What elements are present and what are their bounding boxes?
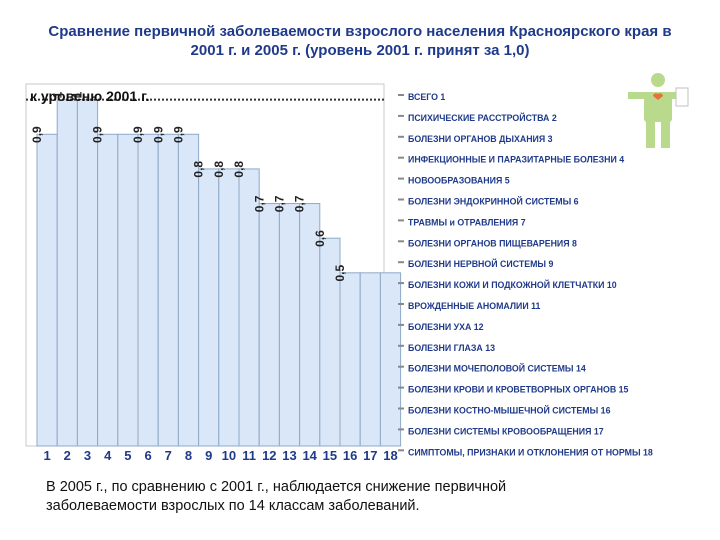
category-label-1: 1: [43, 448, 50, 463]
legend-entry-17: БОЛЕЗНИ СИСТЕМЫ КРОВООБРАЩЕНИЯ 17: [408, 426, 604, 436]
category-label-8: 8: [185, 448, 192, 463]
legend-entry-3: БОЛЕЗНИ ОРГАНОВ ДЫХАНИЯ 3: [408, 134, 553, 144]
legend-swatch-15: [398, 386, 404, 389]
value-label-6: 0,9: [131, 126, 145, 143]
bar-1: [36, 133, 58, 447]
legend-swatch-7: [398, 219, 404, 222]
caption: В 2005 г., по сравнению с 2001 г., наблю…: [46, 478, 646, 516]
legend-swatch-13: [398, 344, 404, 347]
bar-7: [157, 133, 179, 447]
value-label-10: 0,8: [212, 161, 226, 178]
value-label-1: 0,9: [30, 126, 44, 143]
legend-swatch-9: [398, 261, 404, 264]
category-label-12: 12: [262, 448, 276, 463]
legend-swatch-11: [398, 303, 404, 305]
category-label-16: 16: [343, 448, 357, 463]
category-label-2: 2: [64, 448, 71, 463]
legend-entry-10: БОЛЕЗНИ КОЖИ И ПОДКОЖНОЙ КЛЕТЧАТКИ 10: [408, 279, 617, 290]
legend-entry-7: ТРАВМЫ и ОТРАВЛЕНИЯ 7: [408, 217, 526, 227]
legend-swatch-14: [398, 365, 404, 368]
value-label-4: 0,9: [91, 126, 105, 143]
reference-label: к уровеню 2001 г.: [30, 88, 149, 104]
bar-6: [137, 133, 159, 447]
legend-swatch-10: [398, 282, 404, 285]
legend-entry-1: ВСЕГО 1: [408, 92, 445, 102]
legend-swatch-4: [398, 156, 404, 159]
bar-12: [258, 203, 280, 447]
value-label-8: 0,9: [172, 126, 186, 143]
chart-area: к уровеню 2001 г.0,91 10,9 0,9 0,9 0,90,8 0,8…: [25, 83, 653, 463]
category-label-5: 5: [124, 448, 131, 463]
bar-18: [379, 272, 402, 447]
value-label-2: 1: [50, 91, 64, 98]
legend-entry-2: ПСИХИЧЕСКИЕ РАССТРОЙСТВА 2: [408, 112, 557, 123]
legend-swatch-8: [398, 240, 404, 243]
legend-entry-8: БОЛЕЗНИ ОРГАНОВ ПИЩЕВАРЕНИЯ 8: [408, 238, 577, 248]
human-figure-icon: [628, 73, 689, 148]
caption-line-1: В 2005 г., по сравнению с 2001 г., наблю…: [46, 479, 507, 495]
legend-entry-11: ВРОЖДЕННЫЕ АНОМАЛИИ 11: [408, 301, 541, 311]
value-label-11: 0,8: [232, 161, 246, 178]
category-label-10: 10: [222, 448, 236, 463]
category-label-15: 15: [323, 448, 337, 463]
legend-swatch-12: [398, 323, 404, 326]
bar-13: [278, 203, 301, 447]
legend-entry-12: БОЛЕЗНИ УХА 12: [408, 322, 484, 332]
value-label-13: 0,7: [273, 195, 287, 212]
legend-entry-15: БОЛЕЗНИ КРОВИ И КРОВЕТВОРНЫХ ОРГАНОВ 15: [408, 385, 629, 395]
category-label-13: 13: [282, 448, 296, 463]
category-label-4: 4: [104, 448, 112, 463]
legend-entry-5: НОВООБРАЗОВАНИЯ 5: [408, 176, 510, 186]
value-label-16: 0,5: [333, 264, 347, 281]
legend-entry-9: БОЛЕЗНИ НЕРВНОЙ СИСТЕМЫ 9: [408, 258, 553, 269]
title-line-1: Сравнение первичной заболеваемости взрос…: [48, 23, 672, 40]
category-label-3: 3: [84, 448, 91, 463]
value-label-9: 0,8: [192, 161, 206, 178]
chart-title: Сравнение первичной заболеваемости взрос…: [0, 22, 720, 60]
caption-line-2: заболеваемости взрослых по 14 классам за…: [46, 498, 420, 514]
category-label-14: 14: [302, 448, 317, 463]
legend-entry-14: БОЛЕЗНИ МОЧЕПОЛОВОЙ СИСТЕМЫ 14: [408, 363, 586, 374]
category-label-17: 17: [363, 448, 377, 463]
category-label-9: 9: [205, 448, 212, 463]
category-label-11: 11: [242, 448, 256, 463]
legend-entry-4: ИНФЕКЦИОННЫЕ И ПАРАЗИТАРНЫЕ БОЛЕЗНИ 4: [408, 155, 624, 165]
bar-4: [97, 133, 119, 447]
bar-17: [359, 272, 381, 447]
legend-swatch-18: [398, 449, 404, 452]
category-label-6: 6: [144, 448, 151, 463]
legend-swatch-17: [398, 428, 404, 431]
value-label-3: 1: [71, 91, 85, 98]
bar-10: [218, 168, 240, 447]
legend-swatch-1: [398, 94, 404, 96]
legend-swatch-2: [398, 114, 404, 117]
bar-5: [117, 133, 139, 447]
title-line-2: 2001 г. и 2005 г. (уровень 2001 г. приня…: [190, 42, 530, 59]
category-label-7: 7: [165, 448, 172, 463]
bar-9: [198, 168, 220, 447]
legend-entry-13: БОЛЕЗНИ ГЛАЗА 13: [408, 343, 495, 353]
legend-swatch-5: [398, 177, 404, 180]
legend-swatch-3: [398, 135, 404, 138]
category-label-18: 18: [383, 448, 397, 463]
legend-entry-6: БОЛЕЗНИ ЭНДОКРИННОЙ СИСТЕМЫ 6: [408, 196, 579, 207]
value-label-14: 0,7: [293, 195, 307, 212]
bar-8: [177, 133, 200, 447]
bar-3: [76, 99, 99, 447]
legend-swatch-6: [398, 198, 404, 201]
legend-entry-18: СИМПТОМЫ, ПРИЗНАКИ И ОТКЛОНЕНИЯ ОТ НОРМЫ…: [408, 447, 653, 457]
value-label-15: 0,6: [313, 230, 327, 247]
bar-2: [56, 99, 78, 447]
bar-16: [339, 272, 361, 447]
legend-entry-16: БОЛЕЗНИ КОСТНО-МЫШЕЧНОЙ СИСТЕМЫ 16: [408, 405, 611, 416]
value-label-7: 0,9: [151, 126, 165, 143]
legend-swatch-16: [398, 407, 404, 410]
value-label-12: 0,7: [252, 195, 266, 212]
